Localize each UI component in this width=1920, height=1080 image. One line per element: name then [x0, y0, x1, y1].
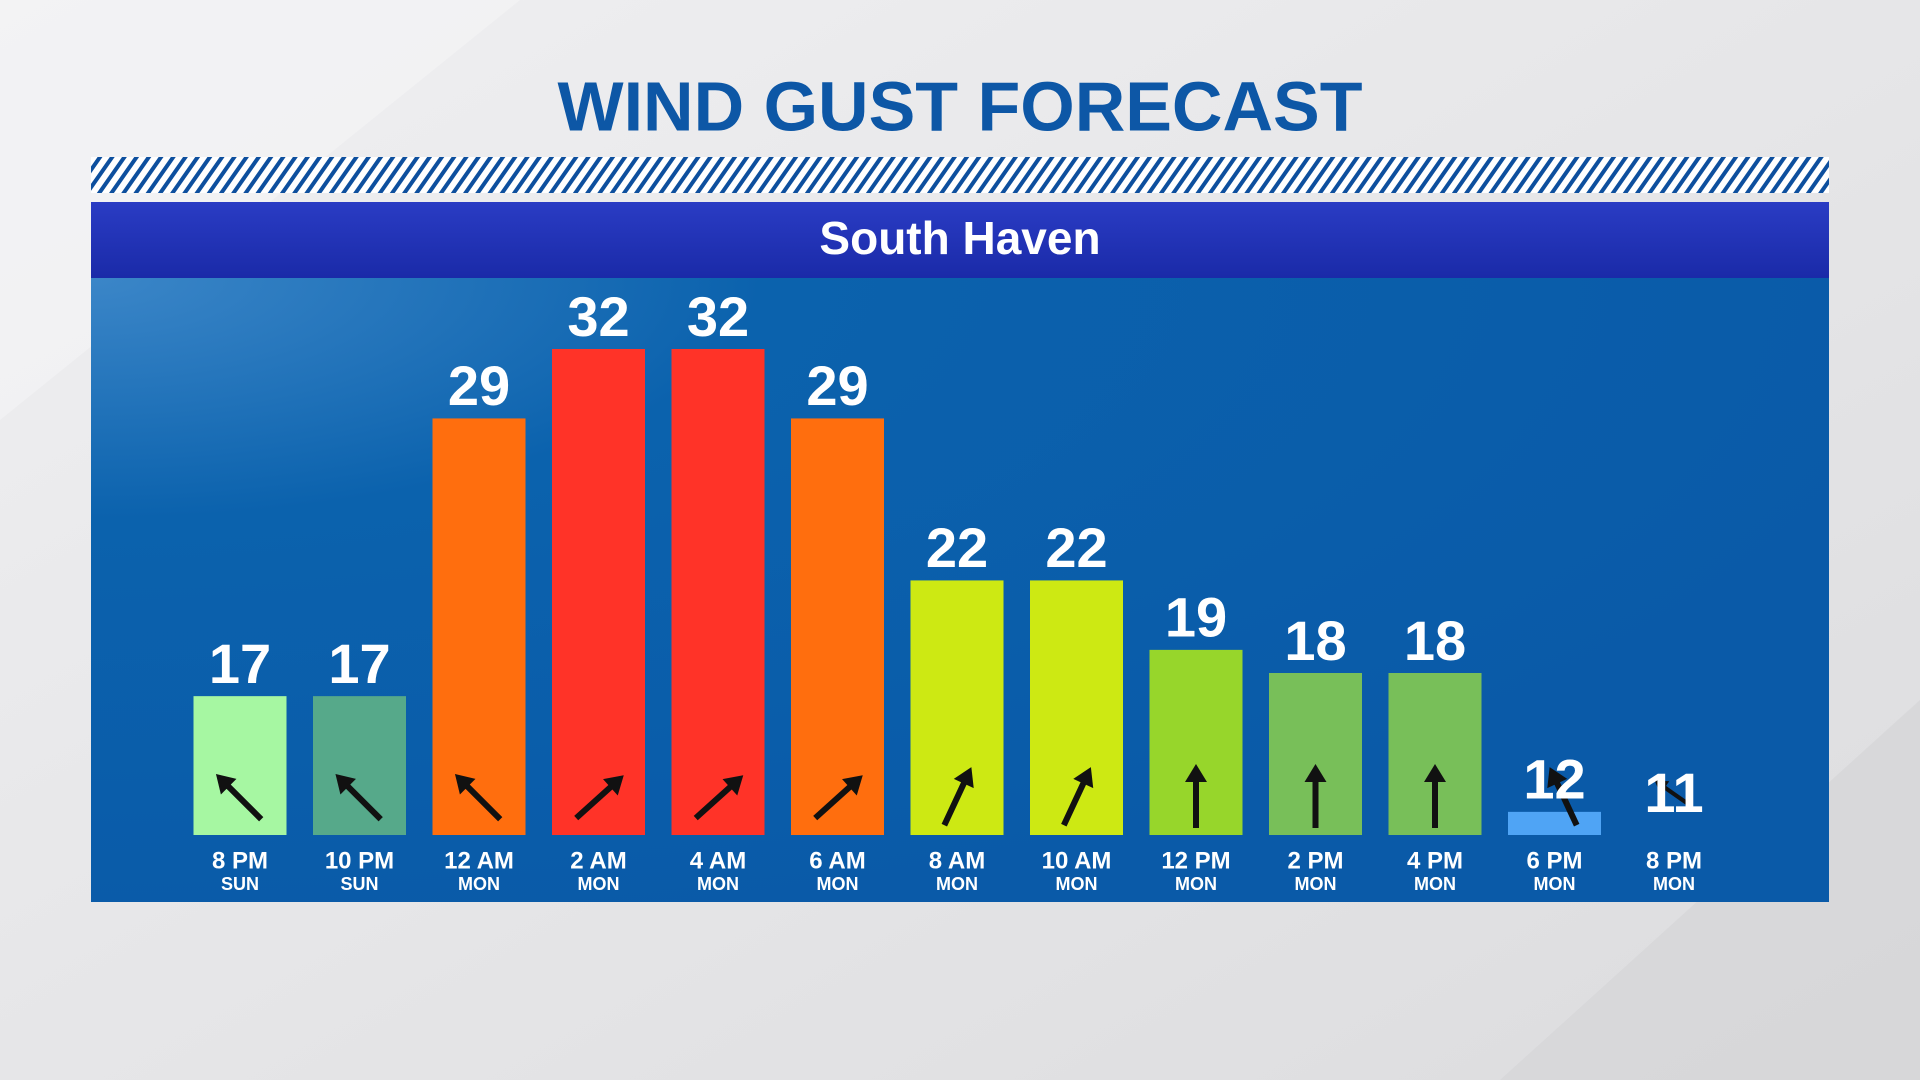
value-label: 29: [448, 354, 510, 417]
x-tick-sublabel: MON: [578, 874, 620, 894]
x-tick-label: 8 PM: [1646, 847, 1702, 874]
x-tick-sublabel: MON: [1295, 874, 1337, 894]
value-label: 22: [1045, 516, 1107, 579]
bars: [193, 349, 1601, 835]
x-tick-sublabel: MON: [1414, 874, 1456, 894]
x-tick-label: 4 AM: [690, 847, 746, 874]
header-bar: [91, 202, 1829, 278]
value-label: 17: [209, 632, 271, 695]
x-tick-sublabel: MON: [817, 874, 859, 894]
value-label: 12: [1523, 748, 1585, 811]
location-label: South Haven: [819, 212, 1100, 264]
bar: [313, 696, 406, 835]
value-label: 18: [1284, 609, 1346, 672]
x-tick-label: 12 PM: [1161, 847, 1230, 874]
bar: [1508, 811, 1601, 835]
bar: [791, 418, 884, 835]
x-tick-label: 2 PM: [1287, 847, 1343, 874]
hatch-band: [91, 157, 1829, 193]
x-tick-sublabel: MON: [1175, 874, 1217, 894]
bar: [193, 696, 287, 835]
x-tick-label: 12 AM: [444, 847, 514, 874]
value-label: 22: [926, 516, 988, 579]
value-label: 29: [806, 354, 868, 417]
x-tick-sublabel: MON: [697, 874, 739, 894]
x-tick-sublabel: MON: [1056, 874, 1098, 894]
x-tick-label: 8 PM: [212, 847, 268, 874]
value-label: 18: [1404, 609, 1466, 672]
x-tick-sublabel: SUN: [221, 874, 259, 894]
x-tick-label: 2 AM: [570, 847, 626, 874]
x-tick-sublabel: MON: [458, 874, 500, 894]
value-label: 17: [328, 632, 390, 695]
x-tick-label: 10 AM: [1042, 847, 1112, 874]
x-tick-sublabel: MON: [1653, 874, 1695, 894]
value-label: 32: [567, 285, 629, 348]
x-tick-sublabel: SUN: [340, 874, 378, 894]
x-tick-label: 10 PM: [325, 847, 394, 874]
value-label: 11: [1644, 761, 1703, 824]
value-label: 19: [1165, 586, 1227, 649]
value-label: 32: [687, 285, 749, 348]
x-tick-label: 6 PM: [1526, 847, 1582, 874]
x-tick-sublabel: MON: [1534, 874, 1576, 894]
x-tick-label: 8 AM: [929, 847, 985, 874]
bar: [552, 349, 645, 835]
x-tick-label: 6 AM: [809, 847, 865, 874]
chart-title: WIND GUST FORECAST: [558, 67, 1363, 145]
x-tick-sublabel: MON: [936, 874, 978, 894]
bar: [671, 349, 765, 835]
x-tick-label: 4 PM: [1407, 847, 1463, 874]
bar: [432, 418, 526, 835]
